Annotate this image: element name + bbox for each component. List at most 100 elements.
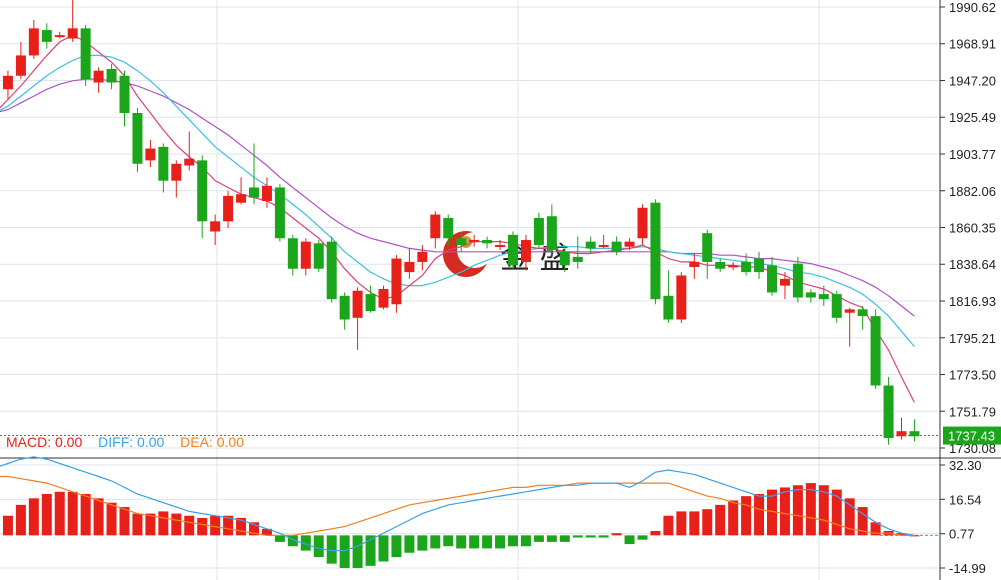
- candle-body: [28, 28, 39, 56]
- candle-body: [909, 431, 920, 437]
- ma-mid-line: [0, 54, 915, 347]
- price-tick-label: 1990.62: [949, 0, 996, 15]
- macd-tick-label: 32.30: [949, 458, 982, 473]
- macd-histogram-bar: [171, 513, 182, 536]
- macd-histogram-bar: [41, 493, 52, 536]
- macd-histogram-bar: [572, 535, 583, 538]
- candle: [184, 131, 195, 171]
- candle: [572, 236, 583, 269]
- candle-body: [197, 160, 208, 222]
- macd-histogram-bar: [469, 535, 480, 549]
- candle: [378, 285, 389, 310]
- candle: [520, 234, 531, 271]
- candle: [546, 204, 557, 257]
- candle-body: [624, 241, 635, 247]
- candle: [417, 245, 428, 271]
- macd-histogram-bar: [15, 504, 26, 536]
- macd-histogram-bar: [546, 535, 557, 542]
- candle: [909, 419, 920, 442]
- macd-legend: MACD: 0.00 DIFF: 0.00 DEA: 0.00: [6, 434, 256, 450]
- macd-histogram-bar: [741, 496, 752, 536]
- macd-histogram-bar: [896, 533, 907, 536]
- candle-body: [611, 241, 622, 252]
- candle-body: [210, 221, 221, 232]
- candle-body: [559, 251, 570, 266]
- candle-body: [598, 245, 609, 248]
- candle-body: [520, 239, 531, 262]
- candle-body: [767, 265, 777, 293]
- candle-body: [378, 289, 389, 308]
- candle-body: [896, 431, 907, 437]
- macd-histogram-bar: [300, 535, 311, 551]
- candle: [883, 377, 894, 445]
- candle-body: [119, 75, 130, 113]
- candle: [689, 253, 700, 279]
- candle-body: [287, 238, 298, 269]
- candle: [261, 177, 272, 208]
- macd-histogram-bar: [313, 535, 324, 558]
- candle: [754, 251, 765, 279]
- candle: [637, 204, 648, 246]
- candle-body: [469, 239, 480, 242]
- price-tick-label: 1860.35: [949, 221, 996, 236]
- candle-body: [482, 239, 493, 244]
- candle: [287, 234, 298, 276]
- candle: [870, 309, 881, 389]
- candle: [274, 184, 285, 242]
- macd-histogram-bar: [637, 535, 648, 540]
- price-tick-label: 1773.50: [949, 368, 996, 383]
- macd-histogram-bar: [197, 517, 208, 536]
- candle: [676, 272, 687, 323]
- candle: [598, 234, 609, 249]
- candle: [54, 31, 65, 39]
- candle-body: [223, 195, 234, 222]
- candle: [663, 270, 674, 323]
- candle: [352, 287, 363, 350]
- diff-line: [0, 456, 915, 552]
- macd-histogram-bar: [676, 511, 687, 536]
- macd-tick-label: 0.77: [949, 527, 974, 542]
- macd-tick-label: -14.99: [949, 561, 986, 576]
- macd-histogram-bar: [650, 530, 661, 536]
- candle: [28, 19, 39, 59]
- candle: [818, 285, 829, 306]
- candle-body: [676, 275, 687, 320]
- candle: [559, 245, 570, 273]
- candle: [249, 143, 259, 205]
- macd-histogram-bar: [520, 535, 531, 547]
- candle-body: [546, 216, 557, 251]
- candle-body: [404, 261, 415, 273]
- candle-body: [870, 316, 881, 386]
- candle: [80, 24, 91, 86]
- macd-histogram-bar: [754, 493, 765, 536]
- candle-body: [818, 294, 829, 300]
- candle: [896, 417, 907, 440]
- candle: [495, 239, 506, 251]
- candle: [404, 248, 415, 279]
- candle: [741, 253, 752, 276]
- macd-histogram-bar: [274, 535, 285, 542]
- candle: [805, 289, 816, 303]
- candle-body: [158, 146, 169, 181]
- candle-body: [430, 214, 441, 239]
- candle: [831, 290, 842, 323]
- macd-histogram-bar: [728, 500, 739, 536]
- candle-body: [495, 245, 506, 248]
- macd-histogram-bar: [391, 535, 402, 558]
- candle-body: [41, 30, 52, 42]
- macd-histogram-bar: [702, 509, 713, 536]
- legend-dea: DEA: 0.00: [180, 434, 244, 450]
- candle-body: [106, 68, 117, 83]
- macd-histogram-bar: [184, 515, 195, 536]
- macd-histogram-bar: [339, 535, 350, 569]
- candle-body: [300, 241, 311, 269]
- candle: [145, 140, 156, 168]
- candle: [844, 307, 855, 347]
- candle: [469, 234, 480, 247]
- macd-histogram-bar: [417, 535, 428, 551]
- candle: [326, 236, 337, 303]
- macd-histogram-bar: [158, 511, 169, 536]
- macd-histogram-bar: [236, 517, 247, 536]
- candle: [132, 107, 143, 173]
- macd-histogram-bar: [624, 535, 635, 545]
